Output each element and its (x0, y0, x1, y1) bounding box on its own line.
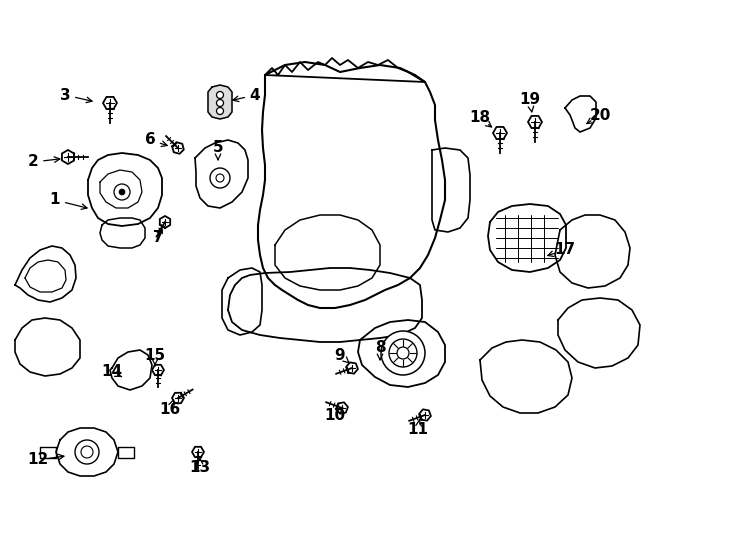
Polygon shape (15, 318, 80, 376)
Polygon shape (558, 298, 640, 368)
Circle shape (114, 184, 130, 200)
Polygon shape (172, 393, 184, 403)
Polygon shape (565, 96, 596, 132)
Text: 20: 20 (589, 107, 611, 123)
Text: 14: 14 (101, 364, 123, 380)
Polygon shape (336, 402, 348, 414)
Polygon shape (358, 320, 445, 387)
Polygon shape (346, 362, 358, 374)
Polygon shape (152, 365, 164, 375)
Text: 12: 12 (27, 453, 48, 468)
Polygon shape (480, 340, 572, 413)
Text: 9: 9 (335, 348, 345, 362)
Circle shape (217, 107, 223, 114)
Polygon shape (488, 204, 566, 272)
Circle shape (75, 440, 99, 464)
Text: 13: 13 (189, 461, 211, 476)
Polygon shape (228, 268, 422, 342)
Polygon shape (56, 428, 118, 476)
Polygon shape (258, 62, 445, 308)
Polygon shape (493, 127, 507, 139)
Polygon shape (528, 116, 542, 128)
Text: 10: 10 (324, 408, 346, 422)
Polygon shape (275, 215, 380, 290)
Circle shape (381, 331, 425, 375)
Text: 15: 15 (145, 348, 166, 362)
Polygon shape (103, 97, 117, 109)
Circle shape (81, 446, 93, 458)
Polygon shape (172, 142, 184, 154)
Polygon shape (208, 85, 232, 119)
Circle shape (210, 168, 230, 188)
Polygon shape (88, 153, 162, 226)
Circle shape (216, 174, 224, 182)
Text: 1: 1 (50, 192, 60, 207)
Polygon shape (432, 148, 470, 232)
Polygon shape (222, 268, 262, 335)
Text: 11: 11 (407, 422, 429, 437)
Circle shape (397, 347, 409, 359)
Polygon shape (100, 218, 145, 248)
Polygon shape (118, 447, 134, 458)
Text: 6: 6 (145, 132, 156, 147)
Text: 8: 8 (374, 341, 385, 355)
Text: 19: 19 (520, 92, 540, 107)
Text: 7: 7 (153, 230, 163, 245)
Polygon shape (40, 447, 56, 458)
Circle shape (389, 339, 417, 367)
Polygon shape (192, 447, 204, 457)
Text: 4: 4 (250, 87, 261, 103)
Circle shape (119, 189, 125, 195)
Text: 17: 17 (554, 242, 575, 258)
Polygon shape (160, 216, 170, 228)
Polygon shape (555, 215, 630, 288)
Text: 16: 16 (159, 402, 181, 417)
Text: 3: 3 (59, 87, 70, 103)
Polygon shape (15, 246, 76, 302)
Polygon shape (110, 350, 152, 390)
Polygon shape (419, 409, 431, 421)
Circle shape (217, 99, 223, 106)
Text: 5: 5 (213, 140, 223, 156)
Polygon shape (62, 150, 74, 164)
Polygon shape (195, 140, 248, 208)
Text: 18: 18 (470, 111, 490, 125)
Text: 2: 2 (28, 154, 38, 170)
Circle shape (217, 91, 223, 98)
